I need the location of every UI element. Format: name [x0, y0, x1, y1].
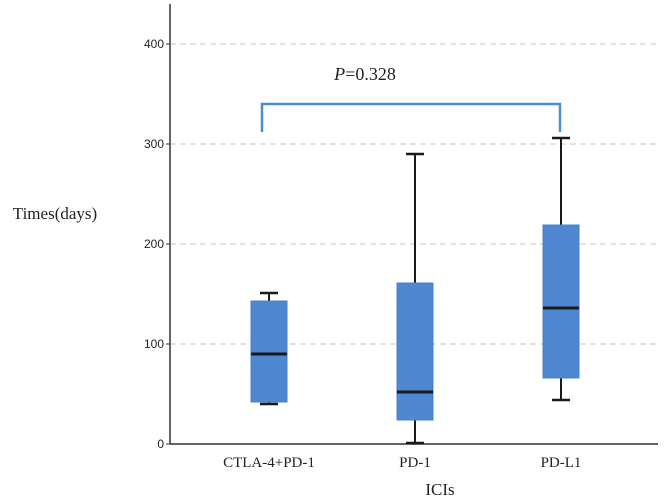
x-category-label-pd-1: PD-1	[399, 455, 431, 471]
x-category-labels: CTLA-4+PD-1 PD-1 PD-L1	[223, 455, 581, 471]
y-tick-label-100: 100	[144, 337, 164, 351]
box-pd-l1	[542, 136, 580, 402]
x-category-label-ctla-4-pd-1: CTLA-4+PD-1	[223, 455, 315, 471]
y-tick-label-300: 300	[144, 137, 164, 151]
significance-annotation: P=0.328	[260, 64, 562, 132]
x-category-label-pd-l1: PD-L1	[541, 455, 582, 471]
boxes	[250, 136, 580, 445]
y-tick-labels: 0 100 200 300 400	[144, 37, 164, 451]
significance-bracket	[260, 102, 562, 132]
iqr-box	[250, 300, 288, 403]
box-pd-1	[396, 152, 434, 445]
x-axis-title: ICIs	[425, 480, 454, 499]
p-value-label: P=0.328	[333, 64, 396, 84]
y-tick-label-400: 400	[144, 37, 164, 51]
p-value: =0.328	[345, 64, 396, 84]
box-ctla-4-pd-1	[250, 291, 288, 406]
y-tick-label-0: 0	[157, 437, 164, 451]
iqr-box	[542, 224, 580, 379]
iqr-box	[396, 282, 434, 421]
y-axis-title: Times(days)	[13, 204, 97, 223]
p-symbol: P	[333, 64, 345, 84]
y-tick-label-200: 200	[144, 237, 164, 251]
